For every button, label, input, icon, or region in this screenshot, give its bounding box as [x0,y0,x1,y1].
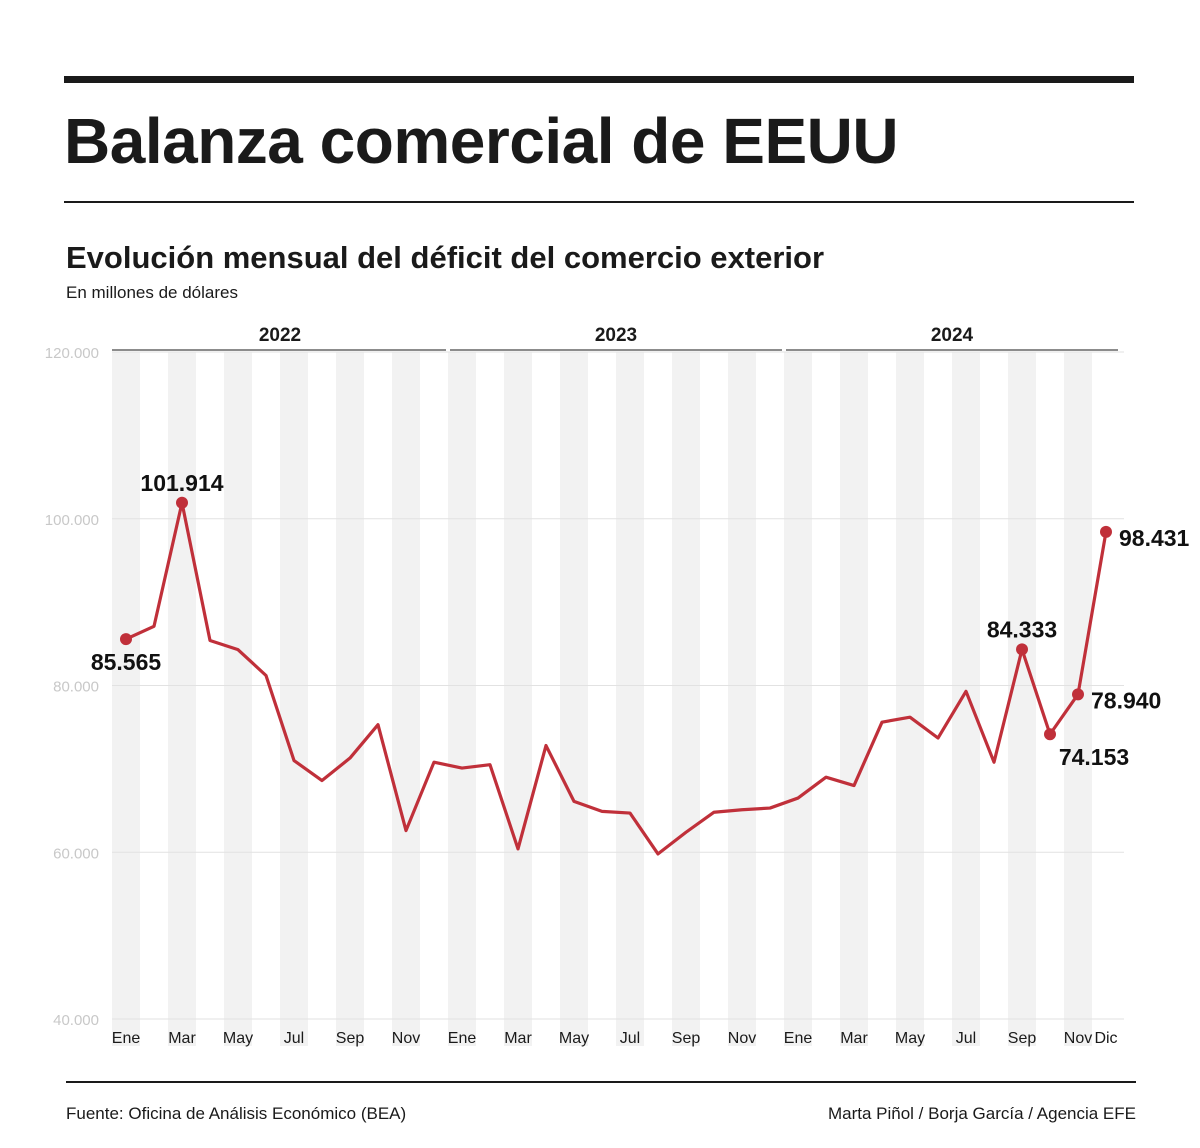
y-tick-label: 40.000 [53,1012,99,1029]
data-label: 78.940 [1091,687,1161,713]
data-point [120,633,132,646]
year-label: 2023 [595,325,637,346]
x-tick-label: Ene [448,1030,477,1047]
column-band [896,352,924,1046]
x-tick-label: Nov [392,1030,420,1047]
data-point [1044,728,1056,741]
column-band [672,352,700,1046]
top-bar [64,76,1134,83]
y-tick-label: 60.000 [53,845,99,862]
x-tick-label: May [895,1030,925,1047]
data-label: 84.333 [987,616,1057,642]
x-tick-label: Mar [504,1030,532,1047]
credit-note: Marta Piñol / Borja García / Agencia EFE [827,1104,1136,1123]
column-band [168,352,196,1046]
y-tick-label: 100.000 [45,512,99,529]
column-band [112,352,140,1046]
data-point [1072,688,1084,701]
column-band [560,352,588,1046]
column-band [392,352,420,1046]
column-band [280,352,308,1046]
x-tick-label: Sep [336,1030,365,1047]
column-band [784,352,812,1046]
data-label: 98.431 [1119,525,1190,551]
y-tick-label: 120.000 [45,345,99,362]
x-tick-label: Jul [620,1030,640,1047]
data-label: 85.565 [91,649,162,675]
column-band [224,352,252,1046]
x-tick-label: Sep [672,1030,701,1047]
divider [66,1081,1136,1083]
page-title: Balanza comercial de EEUU [64,105,899,177]
x-tick-label: May [559,1030,589,1047]
year-label: 2024 [931,325,974,346]
column-band [504,352,532,1046]
data-label: 74.153 [1059,744,1129,770]
x-tick-label: Nov [1064,1030,1092,1047]
x-tick-label: Jul [284,1030,304,1047]
divider [64,201,1134,203]
column-band [448,352,476,1046]
data-label: 101.914 [140,470,223,496]
chart-subtitle: Evolución mensual del déficit del comerc… [66,240,825,275]
source-note: Fuente: Oficina de Análisis Económico (B… [66,1104,407,1123]
x-tick-label: Nov [728,1030,756,1047]
x-tick-label: Ene [784,1030,813,1047]
column-band [952,352,980,1046]
y-tick-label: 80.000 [53,679,99,696]
year-label: 2022 [259,325,301,346]
column-band [840,352,868,1046]
x-tick-label: May [223,1030,253,1047]
unit-label: En millones de dólares [66,283,238,302]
data-point [1016,643,1028,656]
column-band [728,352,756,1046]
column-band [1008,352,1036,1046]
column-band [616,352,644,1046]
x-tick-label: Jul [956,1030,976,1047]
x-tick-label: Dic [1094,1030,1117,1047]
data-point [176,496,188,509]
x-tick-label: Ene [112,1030,141,1047]
x-tick-label: Mar [168,1030,196,1047]
column-band [336,352,364,1046]
series-line [125,501,1108,856]
x-tick-label: Sep [1008,1030,1037,1047]
data-point [1100,525,1112,538]
x-tick-label: Mar [840,1030,868,1047]
